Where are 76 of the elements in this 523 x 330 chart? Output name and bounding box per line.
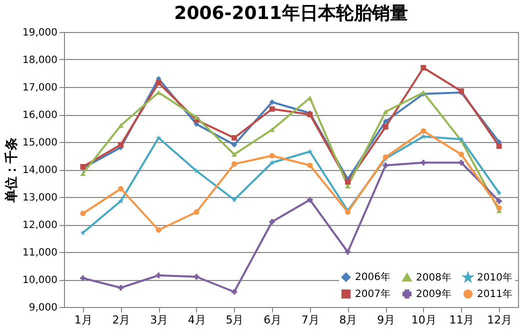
y-tick-label: 18,000 [22, 55, 58, 66]
point [80, 230, 86, 236]
legend-label: 2006年 [355, 271, 390, 284]
point [496, 205, 502, 211]
point [80, 210, 86, 216]
point [382, 124, 388, 130]
point [156, 135, 162, 140]
y-tick-label: 16,000 [22, 110, 58, 121]
x-tick-label: 7月 [301, 314, 320, 326]
point [269, 153, 275, 158]
point [232, 289, 237, 295]
point [420, 160, 426, 166]
legend-label: 2011年 [477, 288, 512, 300]
point [118, 142, 124, 148]
point [156, 272, 162, 278]
point [496, 198, 502, 204]
y-tick-label: 12,000 [22, 220, 58, 231]
point [194, 168, 200, 174]
chart-title: 2006-2011年日本轮胎销量 [174, 3, 408, 24]
point [496, 143, 502, 149]
point [382, 109, 388, 114]
x-tick-label: 4月 [188, 314, 206, 326]
point [345, 184, 350, 188]
x-tick-label: 8月 [339, 314, 358, 326]
point [80, 171, 86, 176]
point [118, 123, 124, 128]
point [382, 162, 388, 168]
y-tick-label: 19,000 [22, 28, 58, 38]
point [232, 135, 237, 141]
x-tick-label: 5月 [226, 314, 244, 326]
point [345, 249, 350, 255]
x-tick-label: 2月 [112, 314, 130, 326]
point [458, 152, 464, 158]
point [420, 128, 426, 134]
point [269, 99, 275, 105]
x-tick-label: 1月 [74, 314, 92, 326]
point [420, 65, 426, 70]
y-tick-label: 17,000 [22, 82, 58, 94]
point [382, 118, 388, 124]
x-tick-label: 11月 [449, 314, 474, 326]
point [118, 186, 124, 192]
legend-label: 2008年 [416, 271, 452, 284]
point [458, 160, 464, 166]
point [269, 219, 275, 224]
point [118, 285, 124, 290]
point [194, 274, 200, 280]
point [307, 162, 313, 168]
point [269, 106, 275, 112]
point [156, 227, 162, 233]
point [232, 161, 237, 167]
point [345, 179, 350, 185]
point [232, 197, 237, 202]
point [80, 275, 86, 281]
point [232, 152, 237, 157]
legend-label: 2007年 [355, 288, 390, 300]
y-tick-label: 11,000 [22, 248, 58, 258]
y-tick-label: 15,000 [22, 138, 58, 148]
legend-label: 2009年 [416, 288, 452, 300]
y-tick-label: 14,000 [22, 165, 58, 176]
legend-label: 2010年 [477, 271, 512, 284]
y-tick-label: 10,000 [22, 275, 58, 286]
x-tick-label: 12月 [487, 314, 512, 326]
point [194, 114, 200, 120]
point [232, 142, 237, 148]
point [496, 190, 502, 196]
y-tick-label: 9,000 [28, 302, 58, 314]
point [307, 197, 313, 202]
point [156, 80, 162, 86]
x-tick-label: 6月 [264, 314, 282, 326]
x-tick-label: 3月 [150, 314, 168, 326]
x-tick-label: 10月 [411, 314, 436, 326]
y-tick-label: 13,000 [22, 192, 58, 204]
point [420, 134, 426, 139]
y-axis-title: 单位：千条 [4, 138, 20, 204]
x-tick-label: 9月 [377, 314, 396, 326]
point [194, 209, 200, 215]
